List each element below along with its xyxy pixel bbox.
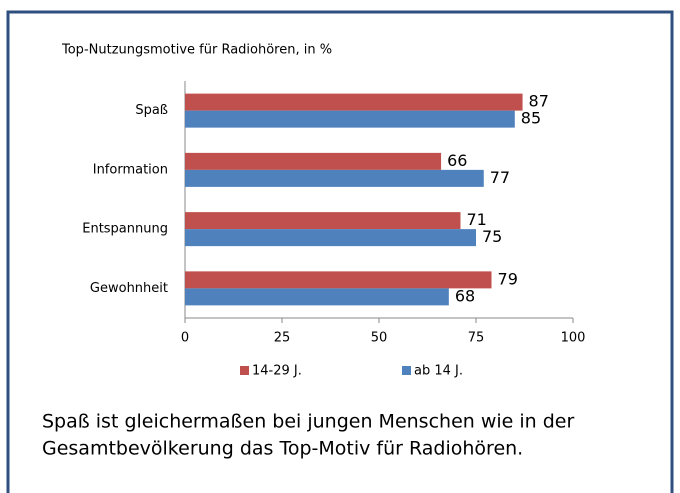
x-tick-label: 75 <box>468 331 485 346</box>
y-tick-label: Entspannung <box>82 222 168 237</box>
bar <box>185 169 484 187</box>
y-tick-label: Information <box>93 162 168 177</box>
legend-label: 14-29 J. <box>252 364 302 379</box>
value-label: 87 <box>529 92 549 111</box>
chart-title: Top-Nutzungsmotive für Radiohören, in % <box>61 43 332 58</box>
caption-line: Spaß ist gleichermaßen bei jungen Mensch… <box>42 411 574 433</box>
value-label: 71 <box>466 210 486 229</box>
legend-label: ab 14 J. <box>414 364 463 379</box>
bar <box>185 288 449 306</box>
y-tick-label: Gewohnheit <box>90 281 168 296</box>
x-tick-label: 50 <box>371 331 388 346</box>
x-tick-label: 25 <box>274 331 291 346</box>
value-label: 85 <box>521 109 541 128</box>
frame <box>6 10 674 493</box>
caption-line: Gesamtbevölkerung das Top-Motiv für Radi… <box>42 438 523 460</box>
x-tick-label: 100 <box>561 331 586 346</box>
value-label: 77 <box>490 168 510 187</box>
value-label: 68 <box>455 286 475 305</box>
bar <box>185 152 442 170</box>
bar <box>185 271 492 289</box>
bar <box>185 212 461 230</box>
value-label: 79 <box>498 269 518 288</box>
legend-swatch <box>240 366 249 375</box>
y-tick-label: Spaß <box>135 103 168 118</box>
bar <box>185 93 523 111</box>
value-label: 66 <box>447 151 467 170</box>
legend-swatch <box>402 366 411 375</box>
value-label: 75 <box>482 227 502 246</box>
bar <box>185 229 476 247</box>
x-tick-label: 0 <box>181 331 189 346</box>
bar <box>185 110 515 128</box>
